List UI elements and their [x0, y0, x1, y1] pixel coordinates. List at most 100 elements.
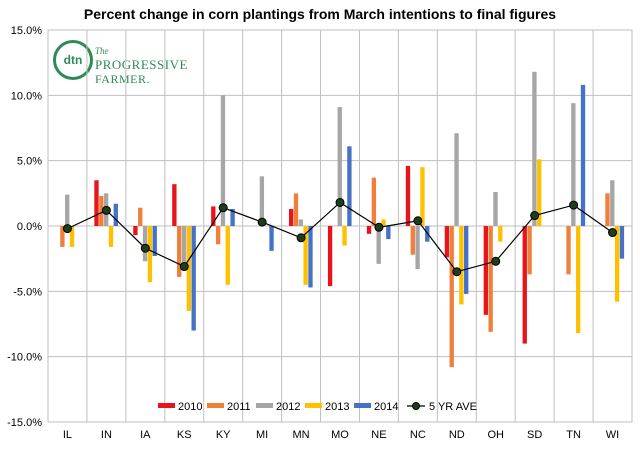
bar-2011-WI — [605, 193, 610, 226]
avg-point-MN — [296, 233, 306, 243]
bar-2012-OH — [493, 192, 498, 226]
bar-2011-KY — [215, 226, 221, 245]
bar-2011-IA — [138, 207, 143, 226]
bar-2012-IA — [142, 226, 148, 262]
bar-2012-ND — [454, 133, 459, 226]
x-tick-label: MN — [293, 429, 310, 441]
legend-swatch-2012 — [256, 403, 273, 408]
y-tick-label: -5.0% — [13, 286, 42, 298]
bar-2010-NE — [366, 226, 372, 234]
legend-marker-avg — [412, 402, 420, 410]
avg-point-KS — [179, 262, 189, 272]
bar-2012-KY — [220, 95, 226, 226]
x-tick-label: NE — [371, 429, 386, 441]
avg-point-KY — [218, 203, 228, 213]
y-tick-label: 5.0% — [17, 156, 42, 168]
bar-2010-KS — [172, 184, 177, 226]
y-tick-label: -10.0% — [7, 352, 42, 364]
bar-2014-MO — [347, 146, 352, 226]
bar-2010-IA — [133, 226, 138, 236]
bar-2012-NC — [415, 226, 420, 270]
bar-2014-NE — [386, 226, 391, 240]
bar-2011-KS — [177, 226, 182, 277]
bar-2013-OH — [498, 226, 503, 242]
bar-2014-KY — [230, 209, 235, 226]
bar-2014-IN — [113, 203, 118, 226]
bar-2013-NE — [381, 219, 386, 226]
legend-label-2014: 2014 — [374, 401, 398, 413]
bar-2014-WI — [619, 226, 625, 259]
y-tick-label: 0.0% — [17, 221, 42, 233]
bar-2010-KY — [211, 206, 216, 226]
dtn-logo-icon: dtn — [53, 40, 93, 80]
avg-point-SD — [530, 211, 540, 221]
bar-2012-IL — [65, 194, 70, 226]
avg-point-WI — [608, 228, 618, 238]
avg-point-IA — [140, 243, 150, 253]
chart-title: Percent change in corn plantings from Ma… — [83, 6, 557, 22]
bar-2013-IN — [108, 226, 114, 247]
bar-2010-SD — [522, 226, 527, 344]
bar-2011-IN — [99, 195, 104, 226]
bar-2012-MN — [298, 219, 303, 226]
bar-2013-SD — [537, 159, 542, 226]
bar-2013-KS — [186, 226, 192, 311]
bar-2013-TN — [576, 226, 581, 334]
bar-2011-IL — [60, 226, 65, 247]
x-tick-label: OH — [487, 429, 504, 441]
x-tick-label: IL — [63, 429, 72, 441]
bar-2010-IN — [94, 180, 99, 226]
x-tick-label: KS — [177, 429, 192, 441]
bar-2012-TN — [571, 103, 576, 226]
bar-2010-OH — [483, 226, 488, 315]
x-tick-label: IN — [101, 429, 112, 441]
bar-2011-MN — [293, 193, 299, 226]
bar-2011-NC — [410, 226, 415, 255]
x-tick-label: WI — [606, 429, 619, 441]
bar-2014-IA — [152, 226, 157, 257]
bar-2010-MN — [288, 209, 294, 226]
bar-2014-TN — [580, 84, 586, 226]
x-tick-label: KY — [216, 429, 231, 441]
logo-line-1: The — [95, 46, 109, 56]
bar-2011-OH — [488, 226, 493, 332]
bar-2014-ND — [464, 226, 469, 294]
bar-2010-NC — [405, 165, 411, 226]
x-tick-label: NC — [410, 429, 426, 441]
bar-2014-MN — [308, 226, 313, 288]
legend-label-2010: 2010 — [178, 401, 202, 413]
avg-point-OH — [491, 256, 501, 266]
x-tick-label: SD — [527, 429, 542, 441]
bar-2012-SD — [532, 71, 537, 227]
legend-swatch-2010 — [158, 403, 175, 408]
avg-point-MO — [335, 197, 345, 207]
avg-point-NE — [374, 222, 384, 232]
bar-2013-KY — [225, 226, 230, 285]
logo-line-3: FARMER. — [95, 72, 150, 86]
y-tick-label: -15.0% — [7, 417, 42, 429]
y-tick-label: 15.0% — [11, 25, 42, 37]
x-tick-label: ND — [449, 429, 465, 441]
bar-2011-NE — [371, 177, 377, 226]
x-tick-label: MI — [256, 429, 268, 441]
bar-2012-NE — [376, 226, 381, 264]
bar-2013-MO — [342, 226, 347, 246]
legend-swatch-2014 — [354, 403, 371, 408]
x-tick-label: MO — [331, 429, 349, 441]
bar-2013-IA — [147, 226, 153, 283]
bar-2012-KS — [181, 226, 187, 268]
x-tick-label: TN — [566, 429, 581, 441]
x-tick-label: IA — [140, 429, 151, 441]
avg-point-TN — [569, 200, 579, 210]
bar-2013-WI — [614, 226, 620, 302]
bar-2011-TN — [566, 226, 571, 275]
legend-label-2013: 2013 — [325, 401, 349, 413]
bar-2012-WI — [610, 180, 615, 226]
avg-point-IL — [62, 224, 72, 234]
bar-2013-ND — [459, 226, 464, 305]
logo-mark: dtn — [63, 53, 83, 67]
legend-label-2012: 2012 — [276, 401, 300, 413]
bar-2012-MO — [337, 107, 342, 226]
